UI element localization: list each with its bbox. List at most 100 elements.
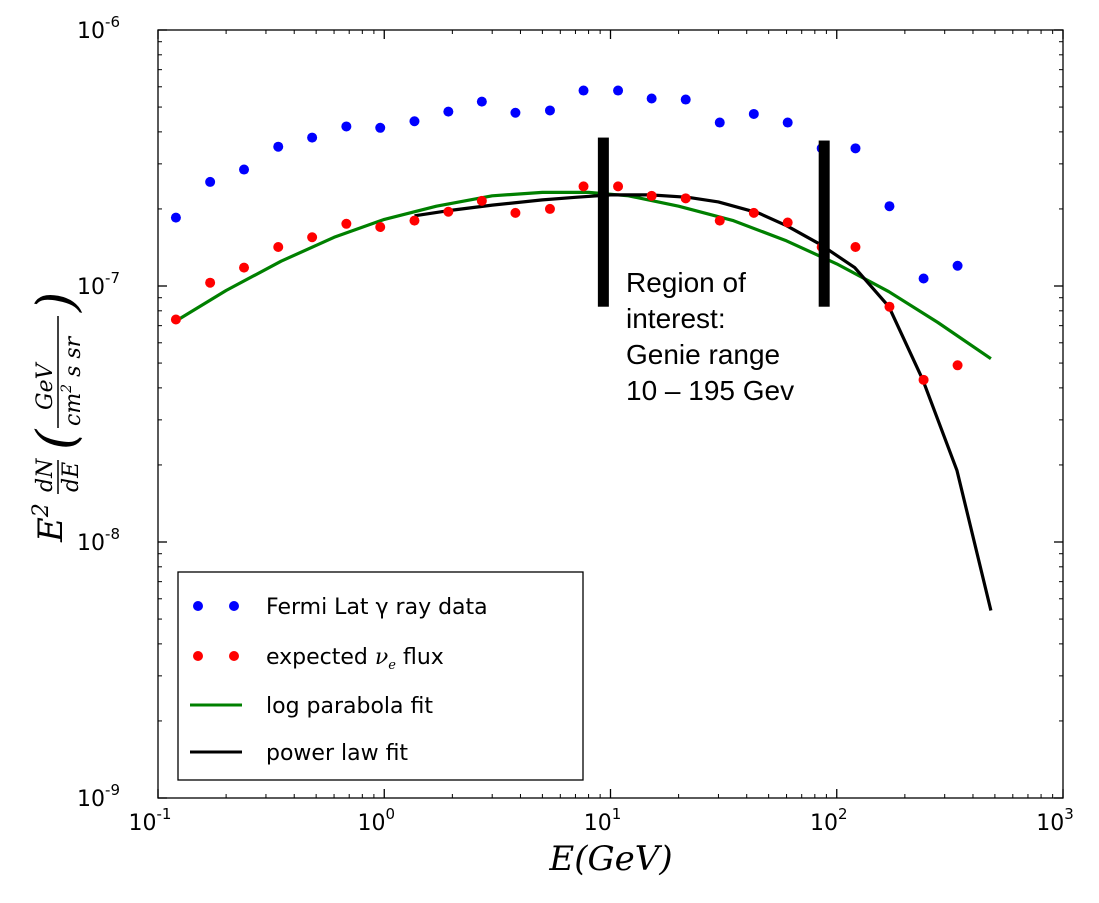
series-1-point	[205, 277, 216, 288]
series-0-point	[850, 143, 861, 154]
y-tick-label-exp: -8	[105, 525, 120, 543]
series-1-point	[748, 207, 759, 218]
y-tick-label: 10-8	[77, 525, 120, 556]
annotation-line-2: interest:	[626, 303, 726, 334]
series-0-point	[578, 85, 589, 96]
series-0-point	[409, 116, 420, 127]
y-axis-label-paren-open: (	[27, 428, 87, 450]
x-tick-label-base: 10	[1036, 811, 1064, 836]
series-0-point	[613, 85, 624, 96]
y-axis-label-dE: dE	[59, 462, 84, 492]
legend-label-fermi-text: Fermi Lat γ ray data	[266, 595, 488, 620]
series-0-point	[443, 106, 454, 117]
series-0-point	[646, 93, 657, 104]
series-0-point	[918, 273, 929, 284]
legend-label-nue: expected νe flux	[266, 645, 444, 673]
series-0-point	[273, 141, 284, 152]
x-tick-label-exp: 1	[612, 805, 622, 823]
y-axis-label-paren-close: )	[27, 292, 87, 313]
legend-frame	[177, 571, 584, 781]
series-1-point	[884, 301, 895, 312]
y-tick-label: 10-6	[77, 13, 120, 44]
legend-marker-fermi-dot-1	[193, 601, 203, 611]
annotation-line-4: 10 – 195 Gev	[626, 375, 794, 406]
legend-label-nue-sub: e	[388, 658, 396, 673]
y-tick-label: 10-9	[77, 781, 120, 812]
region-marker-bar-1	[818, 140, 830, 307]
series-1-point	[307, 232, 318, 243]
y-tick-label: 10-7	[77, 269, 120, 300]
x-tick-label-base: 10	[357, 811, 385, 836]
series-0-point	[170, 212, 181, 223]
series-0-point	[307, 132, 318, 143]
x-tick-label-exp: -1	[157, 805, 172, 823]
y-tick-label-base: 10	[77, 19, 105, 44]
series-1-point	[443, 206, 454, 217]
y-tick-label-exp: -9	[105, 781, 120, 799]
series-0-point	[239, 164, 250, 175]
x-tick-label-base: 10	[129, 811, 157, 836]
series-line-3	[414, 193, 993, 611]
series-1-point	[782, 217, 793, 228]
series-1-point	[341, 218, 352, 229]
plot-frame	[157, 29, 1064, 799]
series-0-point	[375, 122, 386, 133]
x-tick-label: 10-1	[129, 805, 172, 836]
legend-marker-fermi-dot-2	[229, 601, 239, 611]
series-0-point	[544, 105, 555, 116]
series-1-point	[239, 262, 250, 273]
legend-label-log-parabola: log parabola fit	[266, 694, 433, 719]
series-line-2	[175, 190, 992, 361]
legend-label-fermi: Fermi Lat γ ray data	[266, 595, 488, 620]
legend-label-nue-main: expected	[266, 645, 375, 670]
series-0-point	[782, 117, 793, 128]
region-markers	[597, 137, 830, 307]
series-0-point	[341, 121, 352, 132]
series-1-point	[952, 360, 963, 371]
series-1-point	[170, 314, 181, 325]
legend-label-power-law: power law fit	[266, 741, 408, 766]
series-0-point	[476, 96, 487, 107]
y-tick-label-base: 10	[77, 787, 105, 812]
series-1-point	[714, 215, 725, 226]
y-axis-label-dN: dN	[33, 458, 58, 492]
annotation-line-1: Region of	[626, 267, 746, 298]
series-1-point	[918, 374, 929, 385]
y-tick-label-base: 10	[77, 531, 105, 556]
y-axis-label-dNdE: dN dE	[33, 458, 84, 494]
series-0-point	[748, 108, 759, 119]
legend-label-nue-rest: flux	[396, 645, 444, 670]
y-tick-label-exp: -7	[105, 269, 120, 287]
x-tick-label-base: 10	[810, 811, 838, 836]
x-tick-label: 102	[810, 805, 848, 836]
region-marker-bar-0	[597, 137, 609, 307]
y-axis-label-GeV: GeV	[33, 361, 58, 410]
y-axis-label-unit-fraction: GeV cm2 s sr	[33, 316, 86, 428]
annotation-line-3: Genie range	[626, 339, 780, 370]
legend-label-nue-symbol: ν	[375, 645, 388, 670]
series-1-point	[273, 242, 284, 253]
x-tick-label: 103	[1036, 805, 1074, 836]
series-layer	[170, 85, 993, 611]
series-1-point	[578, 181, 589, 192]
x-tick-label-exp: 0	[385, 805, 395, 823]
legend-marker-nue-dot-1	[193, 651, 203, 661]
y-axis-label-E2: E2	[29, 503, 71, 543]
series-1-point	[850, 242, 861, 253]
series-1-point	[476, 195, 487, 206]
series-1-point	[409, 215, 420, 226]
y-tick-label-base: 10	[77, 275, 105, 300]
series-0-point	[510, 107, 521, 118]
x-tick-label-base: 10	[584, 811, 612, 836]
series-1-point	[646, 190, 657, 201]
series-0-point	[952, 260, 963, 271]
x-tick-label: 100	[357, 805, 395, 836]
series-1-point	[680, 193, 691, 204]
y-tick-label-exp: -6	[105, 13, 120, 31]
y-axis-label: E2 dN dE ( GeV cm2 s sr )	[27, 292, 87, 543]
series-1-point	[375, 222, 386, 233]
x-tick-label-exp: 3	[1064, 805, 1074, 823]
series-1-point	[510, 207, 521, 218]
